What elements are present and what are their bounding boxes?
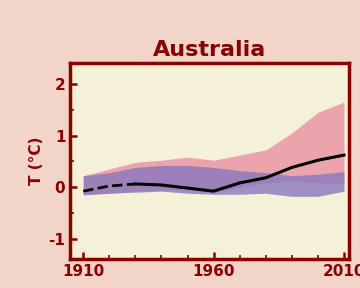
Title: Australia: Australia xyxy=(153,40,266,60)
Y-axis label: T (°C): T (°C) xyxy=(29,137,44,185)
